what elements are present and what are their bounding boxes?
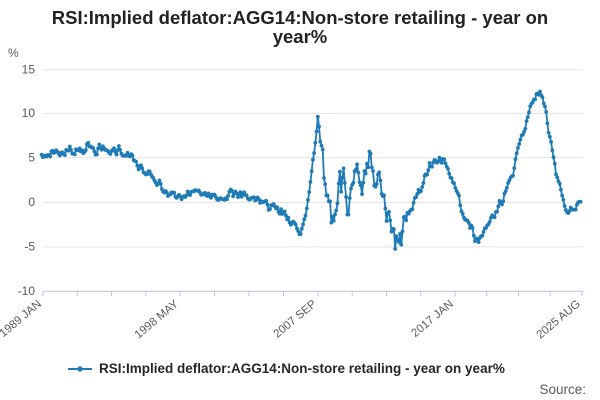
svg-text:-10: -10 — [18, 284, 36, 298]
svg-text:2007 SEP: 2007 SEP — [272, 298, 320, 341]
svg-text:2017 JAN: 2017 JAN — [410, 298, 456, 340]
svg-text:1998 MAY: 1998 MAY — [133, 298, 181, 341]
svg-text:10: 10 — [22, 106, 36, 120]
svg-text:2025 AUG: 2025 AUG — [535, 298, 583, 341]
svg-text:15: 15 — [22, 63, 36, 77]
svg-text:0: 0 — [28, 195, 35, 209]
svg-text:1989 JAN: 1989 JAN — [0, 298, 44, 340]
svg-text:-5: -5 — [24, 240, 35, 254]
svg-text:5: 5 — [28, 151, 35, 165]
